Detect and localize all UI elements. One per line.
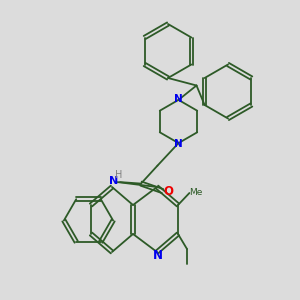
Text: N: N bbox=[153, 249, 163, 262]
Text: H: H bbox=[115, 170, 122, 181]
Text: N: N bbox=[174, 94, 183, 104]
Text: N: N bbox=[109, 176, 118, 186]
Text: Me: Me bbox=[190, 188, 203, 196]
Text: O: O bbox=[163, 184, 173, 198]
Text: N: N bbox=[174, 139, 183, 149]
